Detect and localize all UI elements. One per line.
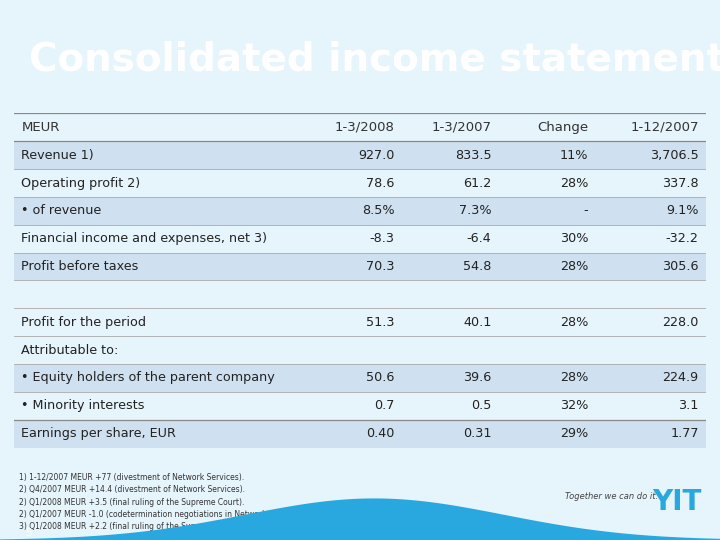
Text: 61.2: 61.2 <box>463 177 491 190</box>
Text: 927.0: 927.0 <box>358 148 395 161</box>
Text: 54.8: 54.8 <box>463 260 491 273</box>
Text: 11%: 11% <box>559 148 588 161</box>
Bar <box>14 197 706 225</box>
Text: 1-12/2007: 1-12/2007 <box>630 121 698 134</box>
Text: 28%: 28% <box>559 260 588 273</box>
Text: Earnings per share, EUR: Earnings per share, EUR <box>22 427 176 440</box>
Text: 28%: 28% <box>559 316 588 329</box>
Text: -: - <box>583 204 588 218</box>
Text: 1) 1-12/2007 MEUR +77 (divestment of Network Services).: 1) 1-12/2007 MEUR +77 (divestment of Net… <box>19 473 244 482</box>
Text: • Minority interests: • Minority interests <box>22 399 145 412</box>
Text: 28%: 28% <box>559 177 588 190</box>
Text: 0.7: 0.7 <box>374 399 395 412</box>
Text: 50.6: 50.6 <box>366 372 395 384</box>
Text: 3.1: 3.1 <box>678 399 698 412</box>
Text: 305.6: 305.6 <box>662 260 698 273</box>
Text: 78.6: 78.6 <box>366 177 395 190</box>
Text: Financial income and expenses, net 3): Financial income and expenses, net 3) <box>22 232 267 245</box>
Text: Consolidated income statement: Consolidated income statement <box>29 40 720 78</box>
Text: 1-3/2007: 1-3/2007 <box>431 121 491 134</box>
Bar <box>14 420 706 448</box>
Text: YIT: YIT <box>652 489 702 516</box>
Text: MEUR: MEUR <box>22 121 60 134</box>
Polygon shape <box>0 498 720 540</box>
Text: 0.5: 0.5 <box>471 399 491 412</box>
Text: 30%: 30% <box>559 232 588 245</box>
Text: Profit for the period: Profit for the period <box>22 316 146 329</box>
Text: -8.3: -8.3 <box>369 232 395 245</box>
Text: 70.3: 70.3 <box>366 260 395 273</box>
Text: 1.77: 1.77 <box>670 427 698 440</box>
Text: 5: 5 <box>25 529 32 538</box>
Text: 51.3: 51.3 <box>366 316 395 329</box>
Text: Attributable to:: Attributable to: <box>22 343 119 356</box>
Text: 39.6: 39.6 <box>463 372 491 384</box>
Text: 833.5: 833.5 <box>455 148 491 161</box>
Text: 29%: 29% <box>560 427 588 440</box>
Text: 7.3%: 7.3% <box>459 204 491 218</box>
Text: 2) Q1/2008 MEUR +3.5 (final ruling of the Supreme Court).: 2) Q1/2008 MEUR +3.5 (final ruling of th… <box>19 498 245 507</box>
Text: 3,706.5: 3,706.5 <box>650 148 698 161</box>
Text: 228.0: 228.0 <box>662 316 698 329</box>
Text: 2) Q1/2007 MEUR -1.0 (codetermination negotiations in Network Services).: 2) Q1/2007 MEUR -1.0 (codetermination ne… <box>19 510 307 519</box>
Text: 0.31: 0.31 <box>463 427 491 440</box>
Text: 9.1%: 9.1% <box>666 204 698 218</box>
Text: Change: Change <box>537 121 588 134</box>
Bar <box>14 253 706 280</box>
Text: 28%: 28% <box>559 372 588 384</box>
Text: -32.2: -32.2 <box>666 232 698 245</box>
Text: 2) Q4/2007 MEUR +14.4 (divestment of Network Services).: 2) Q4/2007 MEUR +14.4 (divestment of Net… <box>19 485 246 494</box>
Text: 1-3/2008: 1-3/2008 <box>335 121 395 134</box>
Text: • Equity holders of the parent company: • Equity holders of the parent company <box>22 372 275 384</box>
Text: Revenue 1): Revenue 1) <box>22 148 94 161</box>
Text: 224.9: 224.9 <box>662 372 698 384</box>
Text: Together we can do it.: Together we can do it. <box>565 492 659 501</box>
Text: 40.1: 40.1 <box>463 316 491 329</box>
Text: 8.5%: 8.5% <box>362 204 395 218</box>
Text: 337.8: 337.8 <box>662 177 698 190</box>
Bar <box>14 364 706 392</box>
Text: Operating profit 2): Operating profit 2) <box>22 177 140 190</box>
Text: Profit before taxes: Profit before taxes <box>22 260 139 273</box>
Text: • of revenue: • of revenue <box>22 204 102 218</box>
Text: 3) Q1/2008 MEUR +2.2 (final ruling of the Supreme Court).: 3) Q1/2008 MEUR +2.2 (final ruling of th… <box>19 522 245 531</box>
Text: 0.40: 0.40 <box>366 427 395 440</box>
Text: -6.4: -6.4 <box>467 232 491 245</box>
Text: 32%: 32% <box>559 399 588 412</box>
Bar <box>14 141 706 169</box>
